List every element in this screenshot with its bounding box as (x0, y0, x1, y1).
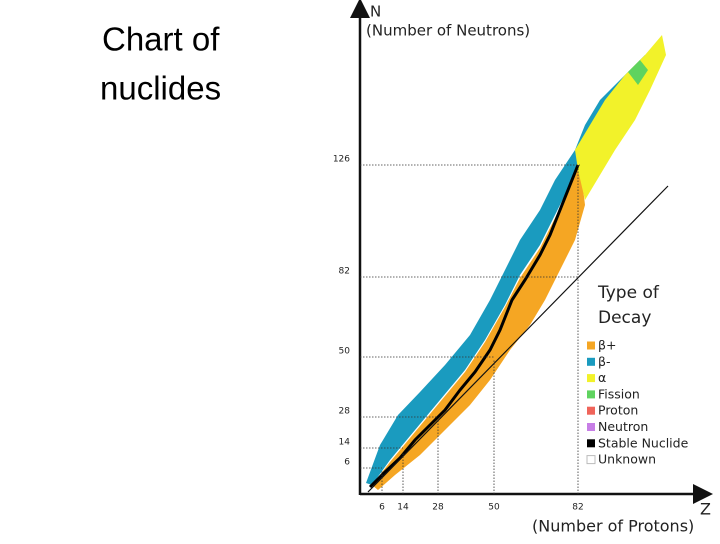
legend-title-line: Decay (598, 308, 651, 328)
legend-label: β- (598, 354, 611, 369)
legend-swatch (586, 455, 596, 465)
legend-title-line: Type of (597, 283, 660, 303)
y-tick-label: 14 (339, 438, 351, 448)
x-tick-label: 50 (488, 503, 500, 513)
legend-label: Fission (598, 386, 640, 401)
title-line: nuclides (100, 70, 221, 107)
y-tick-label: 6 (344, 458, 350, 468)
legend-swatch (587, 423, 595, 431)
legend-label: Proton (598, 403, 638, 418)
x-tick-label: 28 (432, 503, 444, 513)
legend-label: Unknown (598, 452, 656, 467)
title-line: Chart of (102, 21, 220, 58)
legend-swatch (587, 374, 595, 383)
legend-swatch (587, 341, 595, 350)
alpha-band (575, 35, 666, 200)
y-tick-label: 82 (339, 267, 350, 277)
x-axis-label: Z (700, 500, 711, 519)
x-tick-label: 14 (397, 503, 409, 513)
y-axis-label: N (370, 3, 381, 21)
legend-label: Neutron (598, 419, 648, 434)
x-axis-sublabel: (Number of Protons) (532, 517, 694, 536)
ticks: 6 14 28 50 82 126 82 50 28 14 6 (333, 155, 584, 513)
x-tick-label: 82 (572, 503, 583, 513)
x-tick-label: 6 (379, 503, 385, 513)
n-equals-z-line (367, 185, 669, 493)
legend-swatch (587, 439, 595, 448)
legend-label: α (598, 370, 606, 385)
legend-swatch (587, 390, 595, 399)
stable-line (368, 164, 580, 489)
y-axis-sublabel: (Number of Neutrons) (366, 22, 530, 40)
legend-swatch (587, 357, 595, 366)
legend-swatch (587, 406, 595, 415)
legend-label: Stable Nuclide (598, 435, 689, 450)
legend-label: β+ (598, 338, 616, 353)
beta-minus-band (366, 55, 655, 485)
y-tick-label: 50 (339, 347, 351, 357)
fission-band (628, 60, 648, 85)
y-tick-label: 28 (339, 407, 351, 417)
y-tick-label: 126 (333, 155, 350, 165)
